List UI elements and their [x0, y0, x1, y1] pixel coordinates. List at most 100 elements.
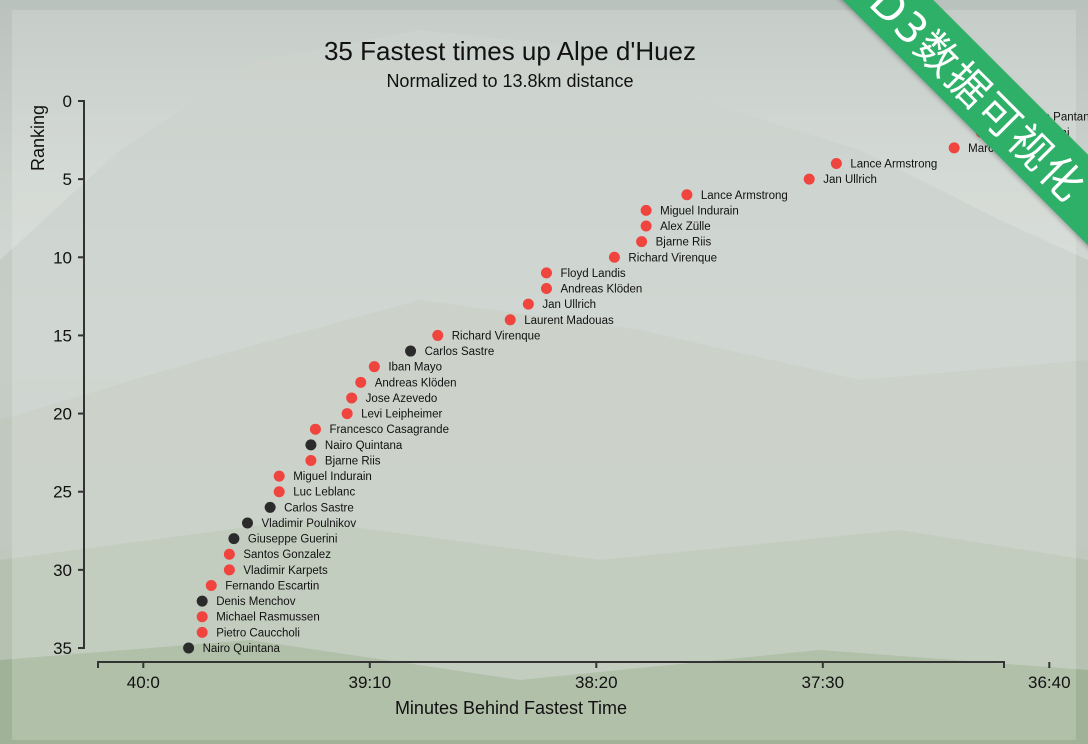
data-point[interactable]: Floyd Landis [540, 267, 626, 280]
data-point-label: Vladimir Poulnikov [261, 518, 356, 530]
x-tick-label: 36:40 [1028, 673, 1071, 692]
data-point-marker[interactable] [196, 595, 208, 607]
data-point[interactable]: Vladimir Karpets [223, 564, 328, 577]
data-point[interactable]: Richard Virenque [608, 251, 717, 265]
data-point-marker[interactable] [355, 376, 367, 388]
data-point[interactable]: Lance Armstrong [830, 158, 937, 171]
data-point-label: Francesco Casagrande [329, 424, 449, 436]
data-point-label: Lance Armstrong [701, 190, 788, 202]
data-point-label: Fernando Escartin [225, 580, 319, 592]
data-point-label: Richard Virenque [628, 252, 717, 264]
data-point-marker[interactable] [540, 283, 552, 295]
data-point[interactable]: Alex Zülle [640, 220, 711, 234]
data-point[interactable]: Bjarne Riis [636, 236, 711, 249]
data-point[interactable]: Pietro Cauccholi [196, 626, 300, 640]
data-point-marker[interactable] [540, 267, 552, 279]
chart-title: 35 Fastest times up Alpe d'Huez [324, 36, 696, 66]
data-point[interactable]: Denis Menchov [196, 595, 296, 609]
y-tick-label: 0 [63, 92, 72, 111]
y-tick-label: 10 [53, 248, 72, 267]
data-point-label: Levi Leipheimer [361, 409, 442, 421]
data-point-marker[interactable] [223, 548, 235, 560]
data-point-label: Carlos Sastre [425, 346, 495, 358]
data-point-marker[interactable] [196, 611, 208, 623]
data-point-marker[interactable] [640, 204, 652, 216]
data-point[interactable]: Carlos Sastre [405, 345, 495, 359]
data-point-label: Richard Virenque [452, 330, 541, 342]
data-point[interactable]: Carlos Sastre [264, 501, 354, 515]
data-point-marker[interactable] [948, 142, 960, 154]
data-point[interactable]: Miguel Indurain [640, 204, 739, 218]
data-point-marker[interactable] [432, 329, 444, 341]
y-axis: 0 5 10 15 20 25 30 35 [53, 92, 85, 658]
data-point[interactable]: Francesco Casagrande [309, 423, 449, 437]
data-point[interactable]: Michael Rasmussen [196, 611, 320, 624]
data-point-marker[interactable] [273, 486, 285, 498]
data-point[interactable]: Nairo Quintana [305, 439, 403, 452]
data-point-marker[interactable] [522, 298, 534, 310]
data-point[interactable]: Vladimir Poulnikov [241, 517, 356, 530]
data-point-label: Luc Leblanc [293, 487, 355, 499]
data-point[interactable]: Richard Virenque [432, 329, 541, 343]
data-point-marker[interactable] [196, 626, 208, 638]
y-axis-line [78, 100, 85, 649]
data-point-label: Michael Rasmussen [216, 612, 320, 624]
data-point-marker[interactable] [305, 439, 317, 451]
data-point-marker[interactable] [223, 564, 235, 576]
data-point-marker[interactable] [183, 642, 195, 654]
data-point-marker[interactable] [636, 236, 648, 248]
data-point[interactable]: Lance Armstrong [681, 189, 788, 202]
data-point[interactable]: Miguel Indurain [273, 470, 372, 484]
x-axis-line [97, 661, 1005, 668]
data-point-marker[interactable] [273, 470, 285, 482]
data-point[interactable]: Levi Leipheimer [341, 408, 443, 421]
data-point[interactable]: Andreas Klöden [540, 283, 642, 296]
y-tick-label: 5 [63, 170, 72, 189]
data-point[interactable]: Jan Ullrich [522, 298, 596, 312]
data-point-marker[interactable] [346, 392, 358, 404]
data-point-marker[interactable] [205, 579, 217, 591]
data-point-marker[interactable] [228, 533, 240, 545]
data-point-marker[interactable] [608, 251, 620, 263]
data-point[interactable]: Fernando Escartin [205, 579, 319, 593]
data-point-label: Bjarne Riis [325, 455, 381, 467]
y-axis-label: Ranking [28, 105, 48, 171]
data-point[interactable]: Iban Mayo [368, 361, 442, 374]
data-point-label: Bjarne Riis [656, 237, 712, 249]
data-point-marker[interactable] [305, 454, 317, 466]
data-point-marker[interactable] [405, 345, 417, 357]
data-point[interactable]: Bjarne Riis [305, 454, 381, 468]
data-point-marker[interactable] [241, 517, 253, 529]
data-point-label: Andreas Klöden [560, 284, 642, 296]
data-point[interactable]: Luc Leblanc [273, 486, 356, 499]
x-tick-label: 37:30 [802, 673, 845, 692]
data-point-label: Carlos Sastre [284, 502, 354, 514]
data-point[interactable]: Jose Azevedo [346, 392, 437, 405]
x-axis: 40:0 39:10 38:20 37:30 36:40 [97, 661, 1071, 692]
data-point-marker[interactable] [309, 423, 321, 435]
data-point-label: Laurent Madouas [524, 315, 614, 327]
data-point-marker[interactable] [803, 173, 815, 185]
data-point-label: Iban Mayo [388, 362, 442, 374]
data-point-label: Denis Menchov [216, 596, 296, 608]
data-point[interactable]: Santos Gonzalez [223, 548, 331, 562]
data-point-marker[interactable] [504, 314, 516, 326]
data-point-marker[interactable] [640, 220, 652, 232]
data-point[interactable]: Giuseppe Guerini [228, 533, 337, 546]
data-point[interactable]: Andreas Klöden [355, 376, 457, 390]
data-point-marker[interactable] [830, 158, 842, 170]
data-point-marker[interactable] [368, 361, 380, 373]
data-point[interactable]: Jan Ullrich [803, 173, 877, 187]
x-axis-label: Minutes Behind Fastest Time [395, 698, 627, 718]
data-point-label: Nairo Quintana [203, 643, 281, 655]
data-point-marker[interactable] [681, 189, 693, 201]
data-point-marker[interactable] [341, 408, 353, 420]
data-point-label: Jan Ullrich [542, 299, 596, 311]
data-point-marker[interactable] [264, 501, 276, 513]
data-point-label: Miguel Indurain [293, 471, 372, 483]
data-point[interactable]: Nairo Quintana [183, 642, 281, 656]
x-tick-label: 39:10 [349, 673, 392, 692]
data-point-label: Alex Zülle [660, 221, 711, 233]
data-point[interactable]: Laurent Madouas [504, 314, 614, 327]
